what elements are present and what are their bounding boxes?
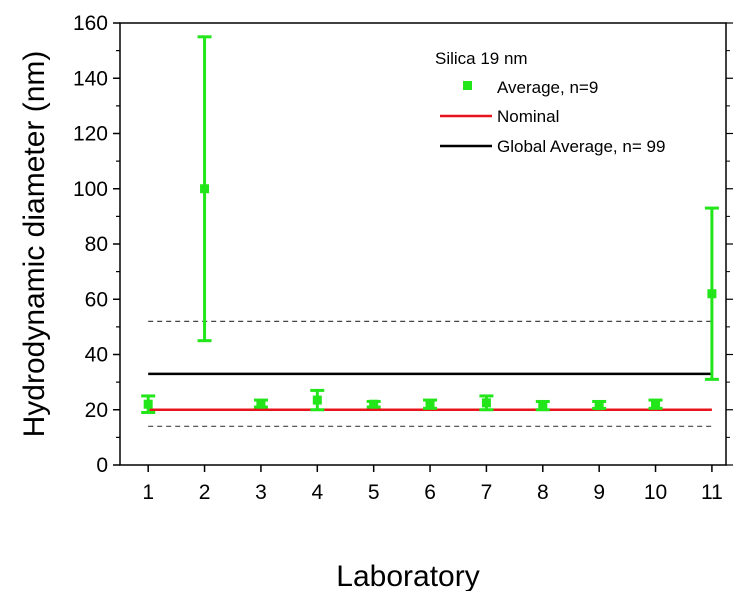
data-point bbox=[200, 184, 210, 194]
x-tick-label: 4 bbox=[311, 481, 323, 504]
data-point bbox=[369, 399, 379, 409]
plot-frame bbox=[119, 22, 727, 466]
x-tick-label: 6 bbox=[424, 481, 436, 504]
legend-title: Silica 19 nm bbox=[435, 49, 528, 68]
y-tick-label: 60 bbox=[85, 288, 108, 311]
y-tick-label: 120 bbox=[73, 123, 108, 146]
legend-label-global-average: Global Average, n= 99 bbox=[497, 137, 665, 156]
x-tick-label: 10 bbox=[644, 481, 667, 504]
legend-marker-average bbox=[463, 81, 472, 90]
data-point bbox=[538, 401, 548, 411]
y-tick-label: 80 bbox=[85, 233, 108, 256]
data-point bbox=[594, 401, 604, 411]
y-tick-label: 160 bbox=[73, 12, 108, 35]
y-axis-title: Hydrodynamic diameter (nm) bbox=[18, 51, 51, 438]
x-tick-label: 3 bbox=[255, 481, 267, 504]
x-tick-label: 2 bbox=[199, 481, 211, 504]
y-tick-label: 140 bbox=[73, 67, 108, 90]
y-tick-label: 100 bbox=[73, 178, 108, 201]
legend-label-average: Average, n=9 bbox=[497, 78, 598, 97]
data-point bbox=[143, 399, 153, 409]
y-tick-label: 20 bbox=[85, 399, 108, 422]
legend-label-nominal: Nominal bbox=[497, 107, 559, 126]
y-tick-label: 40 bbox=[85, 344, 108, 367]
x-tick-label: 5 bbox=[368, 481, 380, 504]
data-point bbox=[707, 289, 717, 299]
x-tick-label: 11 bbox=[701, 481, 723, 504]
y-tick-label: 0 bbox=[96, 454, 108, 477]
x-tick-label: 9 bbox=[593, 481, 605, 504]
data-point bbox=[481, 398, 491, 408]
x-tick-label: 7 bbox=[481, 481, 493, 504]
x-tick-label: 1 bbox=[142, 481, 154, 504]
x-axis-title: Laboratory bbox=[336, 560, 479, 591]
data-point bbox=[312, 395, 322, 405]
data-point bbox=[425, 399, 435, 409]
data-point bbox=[651, 399, 661, 409]
x-tick-label: 8 bbox=[537, 481, 549, 504]
data-point bbox=[256, 399, 266, 409]
